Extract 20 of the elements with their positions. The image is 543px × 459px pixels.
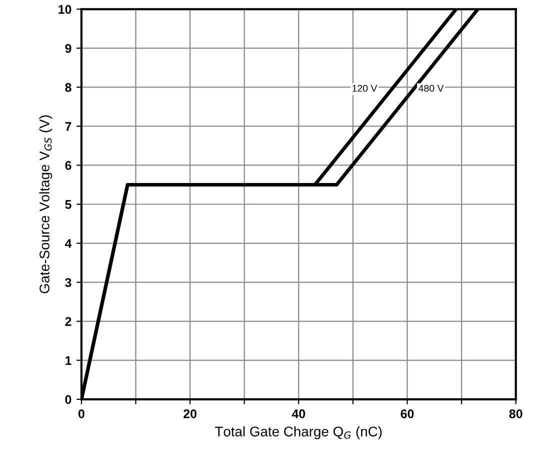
- x-tick-label: 60: [400, 409, 414, 418]
- y-tick-label: 10: [58, 4, 72, 14]
- y-tick-label: 0: [65, 395, 72, 404]
- x-tick-label: 40: [292, 409, 306, 418]
- y-tick-label: 2: [65, 317, 72, 326]
- x-tick-label: 20: [184, 409, 196, 418]
- y-axis-title: Gate-Source Voltage V$_{GS}$ (V): [39, 115, 52, 294]
- y-tick-label: 4: [64, 239, 72, 248]
- x-tick-label: 0: [78, 409, 84, 418]
- y-tick-label: 7: [65, 122, 72, 131]
- y-tick-label: 8: [65, 83, 72, 92]
- series-label: 480 V: [418, 84, 444, 92]
- y-tick-label: 3: [65, 278, 72, 287]
- x-axis-title: Total Gate Charge Q$_{G}$ (nC): [215, 426, 382, 440]
- series-label: 120 V: [352, 84, 378, 92]
- x-tick-label: 80: [509, 409, 522, 418]
- y-tick-label: 6: [65, 161, 72, 170]
- y-tick-label: 1: [66, 356, 72, 365]
- y-tick-label: 9: [65, 44, 72, 53]
- y-tick-label: 5: [65, 200, 72, 209]
